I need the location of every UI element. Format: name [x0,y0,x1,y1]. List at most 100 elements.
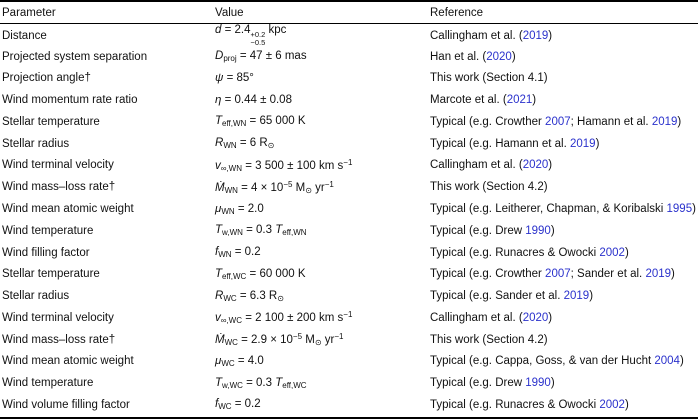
text: ) [624,398,629,411]
text: = 60 000 K [246,267,306,280]
subscript: ⊙ [267,141,275,151]
text: = 0.2 [231,398,261,411]
citation-year-link[interactable]: 2007 [545,115,571,128]
reference-cell: Marcote et al. (2021) [430,94,698,106]
table-row: Projected system separation Dproj = 47 ± … [0,46,698,68]
text: ) [671,268,675,281]
text: Typical (e.g. Runacres & Owocki [430,246,600,259]
citation-year-link[interactable]: 2019 [645,268,672,281]
subscript: WN [224,185,238,195]
text: M [292,181,306,194]
column-header-value: Value [215,6,244,19]
value-cell: fWN = 0.2 [215,246,430,259]
text: ) [595,137,600,150]
math-symbol: v [215,159,221,172]
text: = 6.3 R [236,289,278,302]
subscript: eff,WC [222,271,247,281]
citation-year-link[interactable]: 2019 [651,115,678,128]
parameter-cell: Wind terminal velocity [2,311,114,324]
reference-cell: Typical (e.g. Runacres & Owocki 2002) [430,399,698,411]
citation-year-link[interactable]: 2002 [599,398,625,411]
citation-year-link[interactable]: 2021 [506,94,533,107]
text: Typical (e.g. Crowther [430,115,546,128]
text: ; Sander et al. [570,268,646,281]
parameter-cell: Wind mass–loss rate† [2,333,116,346]
text: = 47 ± 6 mas [236,50,307,63]
parameter-cell: Projection angle† [2,72,91,85]
value-cell: Dproj = 47 ± 6 mas [215,50,430,63]
citation-year-link[interactable]: 2019 [569,137,596,150]
text: ) [548,29,553,42]
value-cell: ṀWC = 2.9 × 10−5 M⊙ yr−1 [215,332,430,347]
value-cell: Teff,WC = 60 000 K [215,268,430,281]
text: = 85° [223,72,254,85]
citation-year-link[interactable]: 2007 [545,268,571,281]
text: = 0.3 [242,224,276,237]
citation-year-link[interactable]: 2004 [654,355,680,368]
parameter-cell: Wind filling factor [2,246,90,259]
reference-cell: Typical (e.g. Drew 1990) [430,225,698,237]
math-symbol: η [215,94,222,107]
math-symbol: T [275,376,283,389]
table-row: Wind temperature Tw,WN = 0.3 Teff,WN Typic… [0,220,698,242]
table-row: Wind terminal velocity v∞,WN = 3 500 ± 10… [0,155,698,177]
text: = 2.0 [234,202,264,215]
citation-year-link[interactable]: 1990 [525,377,551,390]
text: ) [532,94,537,107]
math-symbol: T [215,376,223,389]
citation-year-link[interactable]: 2020 [486,50,512,63]
table-row: Stellar temperature Teff,WC = 60 000 K Typ… [0,263,698,285]
parameter-cell: Wind terminal velocity [2,159,114,172]
parameter-cell: Wind mean atomic weight [2,355,134,368]
parameter-cell: Wind volume filling factor [2,398,130,411]
subscript: eff,WC [282,380,307,390]
text: = 65 000 K [246,115,306,128]
subscript: ⊙ [314,338,322,348]
math-symbol: R [215,137,224,150]
citation-year-link[interactable]: 2019 [522,29,549,42]
value-cell: ṀWN = 4 × 10−5 M⊙ yr−1 [215,180,430,195]
subscript: WC [224,338,238,348]
subscript: proj [223,54,237,64]
value-cell: η = 0.44 ± 0.08 [215,94,430,106]
value-cell: RWC = 6.3 R⊙ [215,290,430,303]
reference-cell: Typical (e.g. Leitherer, Chapman, & Kori… [430,203,698,215]
reference-cell: Typical (e.g. Crowther 2007; Hamann et a… [430,116,698,128]
parameter-cell: Wind temperature [2,224,94,237]
text: Typical (e.g. Runacres & Owocki [430,398,600,411]
value-cell: Tw,WN = 0.3 Teff,WN [215,224,430,237]
table-row: Wind mass–loss rate† ṀWC = 2.9 × 10−5 M⊙ … [0,329,698,351]
text: M [302,334,315,347]
math-symbol: T [275,224,283,237]
citation-year-link[interactable]: 2020 [522,159,549,172]
parameter-cell: Stellar radius [2,290,70,303]
text: ) [624,246,629,259]
stacked-uncertainty: +0.2 −0.5 [250,29,266,47]
superscript: −1 [343,310,353,320]
superscript: −5 [283,179,293,189]
text: Callingham et al. ( [430,159,523,172]
text: yr [311,181,325,194]
table-header-row: Parameter Value Reference [0,2,698,24]
text: This work (Section 4.2) [430,181,548,194]
text: Typical (e.g. Leitherer, Chapman, & Kori… [430,203,667,215]
parameter-cell: Projected system separation [2,50,148,63]
reference-cell: Typical (e.g. Cappa, Goss, & van der Huc… [430,355,698,367]
text: = 2 100 ± 200 km s [242,312,344,325]
value-cell: fWC = 0.2 [215,398,430,411]
reference-cell: Han et al. (2020) [430,51,698,63]
citation-year-link[interactable]: 2020 [522,311,549,324]
table-row: Distance d = 2.4 +0.2 −0.5 kpc Callingham et… [0,24,698,47]
citation-year-link[interactable]: 1995 [666,203,693,215]
text: ) [589,290,594,303]
citation-year-link[interactable]: 1990 [525,224,551,237]
text: Typical (e.g. Hamann et al. [430,137,570,150]
column-header-reference: Reference [430,6,484,19]
table-row: Stellar temperature Teff,WN = 65 000 K Typ… [0,111,698,133]
text: = 0.3 [242,376,276,389]
text: = 2.4 [221,24,251,36]
math-symbol: T [215,224,223,237]
citation-year-link[interactable]: 2002 [599,246,625,259]
parameter-cell: Wind temperature [2,377,94,390]
citation-year-link[interactable]: 2019 [563,290,590,303]
